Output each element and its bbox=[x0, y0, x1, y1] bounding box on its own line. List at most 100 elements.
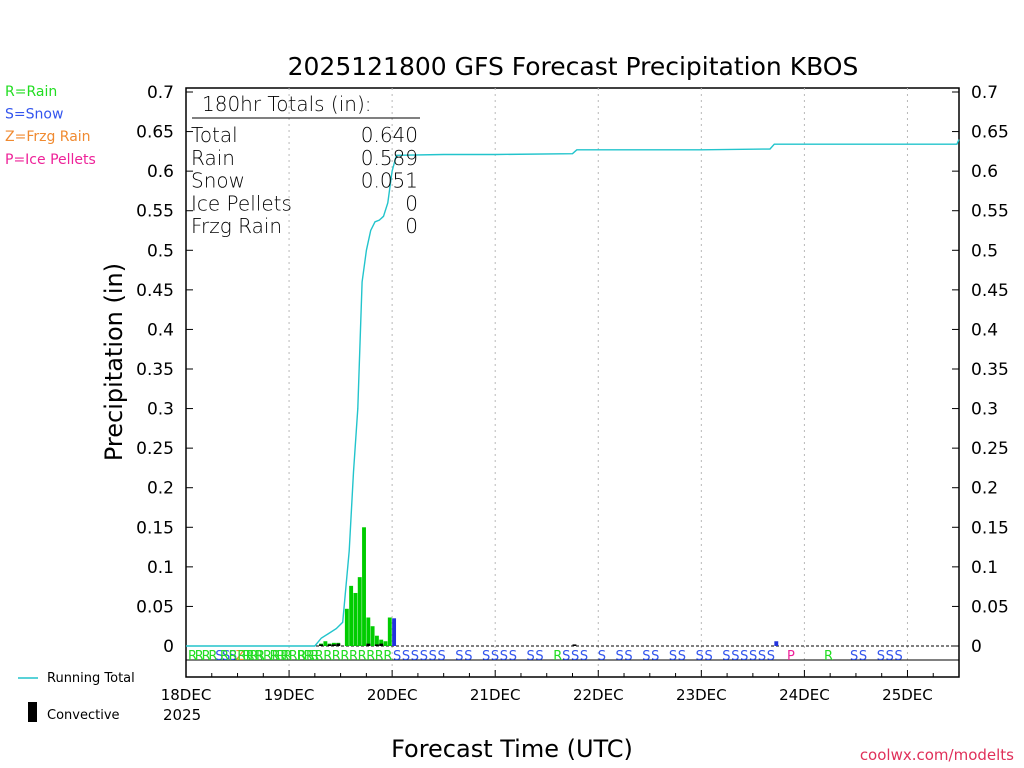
ptype-symbol: R bbox=[824, 649, 833, 664]
ptype-symbol: S bbox=[500, 649, 508, 664]
ptype-symbol: R bbox=[323, 649, 332, 664]
totals-row-label: Ice Pellets bbox=[191, 191, 292, 215]
year-label: 2025 bbox=[163, 706, 201, 724]
y-tick-label: 0.45 bbox=[971, 281, 1009, 301]
ptype-symbol: S bbox=[402, 649, 410, 664]
convective-bar bbox=[366, 643, 371, 646]
totals-row-value: 0.589 bbox=[361, 146, 418, 170]
ptype-symbol: S bbox=[571, 649, 579, 664]
ptype-symbol: R bbox=[195, 649, 204, 664]
ptype-symbol: R bbox=[358, 649, 367, 664]
ptype-symbol: S bbox=[850, 649, 858, 664]
ptype-symbol: R bbox=[304, 649, 313, 664]
x-tick-label: 22DEC bbox=[573, 686, 624, 704]
ptype-symbol: S bbox=[767, 649, 775, 664]
ptype-symbol: S bbox=[393, 649, 401, 664]
ptype-symbol: S bbox=[535, 649, 543, 664]
ptype-symbol: S bbox=[696, 649, 704, 664]
y-tick-label: 0.45 bbox=[136, 281, 174, 301]
ptype-symbol: S bbox=[598, 649, 606, 664]
ptype-symbol: S bbox=[886, 649, 894, 664]
ptype-symbol: R bbox=[340, 649, 349, 664]
ptype-symbol: R bbox=[220, 649, 229, 664]
ptype-symbol: S bbox=[222, 649, 230, 664]
y-tick-label: 0 bbox=[971, 637, 982, 657]
ptype-symbol: R bbox=[276, 649, 285, 664]
y-tick-label: 0.15 bbox=[971, 518, 1009, 538]
x-tick-label: 18DEC bbox=[161, 686, 212, 704]
rain-bar bbox=[344, 608, 349, 646]
x-tick-label: 23DEC bbox=[676, 686, 727, 704]
convective-bar bbox=[379, 643, 384, 646]
x-tick-label: 24DEC bbox=[779, 686, 830, 704]
totals-row-label: Frzg Rain bbox=[191, 214, 282, 238]
y-tick-label: 0.05 bbox=[136, 597, 174, 617]
ptype-symbol: R bbox=[366, 649, 375, 664]
ptype-symbol: S bbox=[740, 649, 748, 664]
ptype-symbol: S bbox=[491, 649, 499, 664]
chart-title: 2025121800 GFS Forecast Precipitation KB… bbox=[288, 52, 859, 81]
x-axis-label: Forecast Time (UTC) bbox=[391, 735, 633, 763]
y-tick-label: 0.65 bbox=[971, 123, 1009, 143]
ptype-symbol: R bbox=[289, 649, 298, 664]
y-tick-label: 0.7 bbox=[971, 83, 998, 103]
ptype-symbol: R bbox=[246, 649, 255, 664]
snow-bar bbox=[392, 618, 397, 646]
rain-bar bbox=[362, 527, 366, 646]
rain-bar bbox=[370, 626, 375, 646]
type-legend-entry: P=Ice Pellets bbox=[5, 152, 96, 168]
y-tick-label: 0.1 bbox=[971, 558, 998, 578]
y-tick-label: 0.25 bbox=[136, 439, 174, 459]
ptype-symbol: S bbox=[482, 649, 490, 664]
precip-type-legend: R=Rain S=Snow Z=Frzg Rain P=Ice Pellets bbox=[5, 84, 96, 168]
convective-bar bbox=[319, 644, 324, 646]
ptype-symbol: S bbox=[877, 649, 885, 664]
totals-row-label: Rain bbox=[191, 146, 235, 170]
ptype-symbol: R bbox=[254, 649, 263, 664]
credit-text: coolwx.com/modelts bbox=[860, 746, 1014, 764]
y-axis-right: 0 0.05 0.1 0.15 0.2 0.25 0.3 0.35 0.4 0.45 0.5 0.55… bbox=[952, 83, 1009, 657]
totals-box: 180hr Totals (in): Total 0.640 Rain 0.589 Sn… bbox=[191, 92, 420, 238]
x-tick-label: 21DEC bbox=[470, 686, 521, 704]
convective-bars bbox=[319, 643, 577, 646]
ptype-symbol: R bbox=[188, 649, 197, 664]
ptype-symbol: R bbox=[375, 649, 384, 664]
x-axis: 18DEC 19DEC 20DEC 21DEC 22DEC 23DEC 24DEC 25DEC bbox=[161, 670, 934, 704]
ptype-symbol: R bbox=[237, 649, 246, 664]
snow-bar bbox=[774, 641, 779, 646]
x-tick-label: 20DEC bbox=[367, 686, 418, 704]
ptype-symbol: S bbox=[411, 649, 419, 664]
ptype-symbol: S bbox=[429, 649, 437, 664]
y-tick-label: 0 bbox=[163, 637, 174, 657]
y-tick-label: 0.65 bbox=[136, 123, 174, 143]
ptype-symbol: R bbox=[242, 649, 251, 664]
ptype-symbol: S bbox=[651, 649, 659, 664]
type-legend-entry: Z=Frzg Rain bbox=[5, 129, 91, 145]
ptype-symbol: R bbox=[208, 649, 217, 664]
type-legend-entry: S=Snow bbox=[5, 107, 63, 123]
ptype-symbol: S bbox=[438, 649, 446, 664]
ptype-symbol: S bbox=[731, 649, 739, 664]
ptype-symbol: S bbox=[420, 649, 428, 664]
y-tick-label: 0.5 bbox=[147, 241, 174, 261]
ptype-symbol: S bbox=[455, 649, 463, 664]
x-tick-label: 19DEC bbox=[264, 686, 315, 704]
ptype-symbol: S bbox=[580, 649, 588, 664]
ptype-symbol: S bbox=[616, 649, 624, 664]
convective-bar bbox=[327, 644, 332, 646]
vertical-gridlines bbox=[288, 88, 908, 677]
rain-bar bbox=[387, 617, 392, 646]
ptype-symbol: S bbox=[669, 649, 677, 664]
y-tick-label: 0.6 bbox=[971, 162, 998, 182]
ptype-symbol: S bbox=[705, 649, 713, 664]
ptype-symbol: R bbox=[553, 649, 562, 664]
y-tick-label: 0.2 bbox=[147, 479, 174, 499]
ptype-symbol: R bbox=[202, 649, 211, 664]
y-axis-left: 0 0.05 0.1 0.15 0.2 0.25 0.3 0.35 0.4 0.45 0.5 0.55… bbox=[136, 83, 193, 657]
x-tick-label: 25DEC bbox=[882, 686, 933, 704]
ptype-symbol: R bbox=[249, 649, 258, 664]
running-total-legend-label: Running Total bbox=[47, 671, 135, 686]
ptype-symbol: R bbox=[256, 649, 265, 664]
convective-bar bbox=[374, 644, 379, 646]
totals-row-label: Total bbox=[191, 123, 238, 147]
